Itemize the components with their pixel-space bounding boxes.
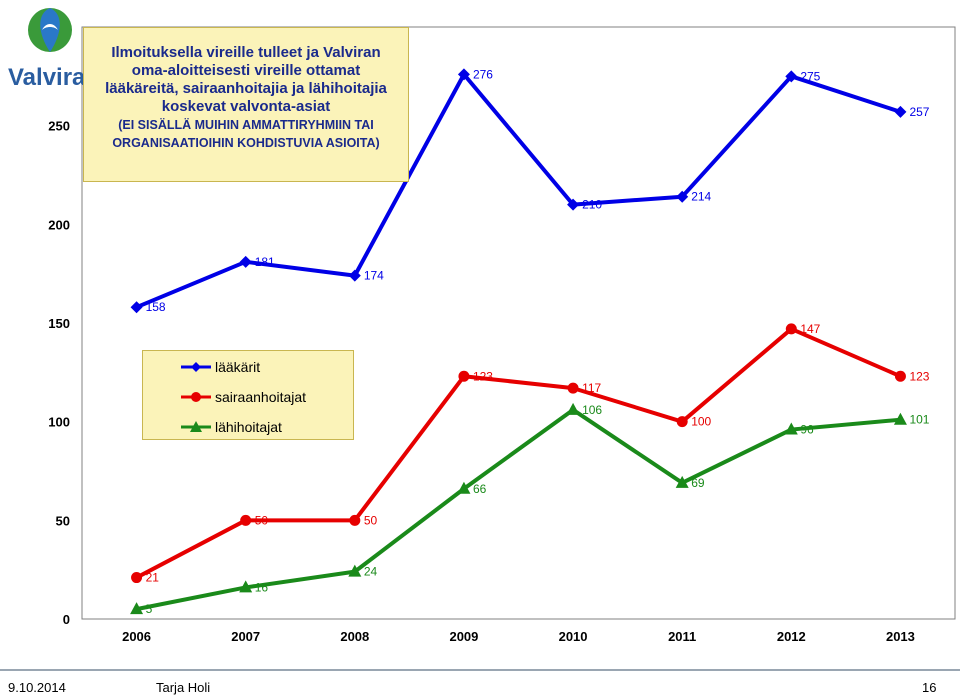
y-tick-label: 100 <box>48 415 70 430</box>
chart-title-box: Ilmoituksella vireille tulleet ja Valvir… <box>83 27 409 182</box>
legend-triangle-icon <box>181 421 211 432</box>
y-tick-label: 0 <box>63 612 70 627</box>
plot-area-frame <box>81 26 956 620</box>
valvira-logo-icon <box>28 8 72 52</box>
data-label: 50 <box>255 513 269 527</box>
legend-label: lääkärit <box>215 359 261 375</box>
y-tick-label: 50 <box>56 513 70 528</box>
series-point <box>239 255 252 268</box>
footer-page-number: 16 <box>922 680 937 695</box>
footer-author: Tarja Holi <box>156 680 211 695</box>
footer-date: 9.10.2014 <box>8 680 66 695</box>
series-point <box>785 70 798 83</box>
series-line <box>135 72 902 310</box>
data-label: 147 <box>800 322 820 336</box>
legend-label: lähihoitajat <box>215 419 282 435</box>
y-tick-label: 250 <box>48 119 70 134</box>
series-point <box>458 370 470 382</box>
x-tick-label: 2013 <box>886 629 915 644</box>
slide-footer: 9.10.2014 Tarja Holi 16 <box>0 669 960 696</box>
x-tick-label: 2010 <box>559 629 588 644</box>
series-point <box>457 481 471 494</box>
x-tick-label: 2009 <box>449 629 478 644</box>
data-label: 275 <box>800 69 820 83</box>
data-label: 210 <box>582 198 602 212</box>
series-point <box>676 416 688 428</box>
chart-title-line: oma-aloitteisesti vireille ottamat <box>131 62 361 79</box>
x-tick-label: 2008 <box>340 629 369 644</box>
data-label: 96 <box>800 423 814 437</box>
series-point <box>894 105 907 118</box>
series-point <box>131 572 143 584</box>
series-point <box>784 422 798 435</box>
data-label: 66 <box>473 482 487 496</box>
series-point <box>566 402 580 415</box>
y-tick-label: 200 <box>48 217 70 232</box>
data-label: 174 <box>364 269 384 283</box>
series-point <box>567 198 580 211</box>
data-label: 106 <box>582 403 602 417</box>
series-point <box>348 564 362 577</box>
x-tick-label: 2006 <box>122 629 151 644</box>
data-label: 69 <box>691 476 705 490</box>
series-point <box>676 190 689 203</box>
data-label: 101 <box>909 413 929 427</box>
data-label: 181 <box>255 255 275 269</box>
data-label: 50 <box>364 513 378 527</box>
chart-series <box>130 68 907 615</box>
series-point <box>348 269 361 282</box>
series-point <box>457 68 470 81</box>
legend-item-laakarit: lääkärit <box>143 357 353 377</box>
series-point <box>239 580 253 593</box>
data-label: 16 <box>255 580 269 594</box>
chart-legend: lääkärit sairaanhoitajat lähihoitajat <box>142 350 354 440</box>
legend-item-sairaanhoitajat: sairaanhoitajat <box>143 387 353 407</box>
series-point <box>130 602 144 615</box>
chart-data-labels: 158 181 174 276 210 214 275 257 21 50 50 123 117 100 1… <box>146 67 930 616</box>
data-label: 276 <box>473 67 493 81</box>
data-label: 100 <box>691 415 711 429</box>
series-point <box>349 514 361 526</box>
series-point <box>130 301 143 314</box>
series-point <box>567 382 579 394</box>
data-label: 257 <box>909 105 929 119</box>
logo-text: Valvira <box>8 64 86 91</box>
series-line <box>136 407 901 612</box>
series-point <box>675 475 689 488</box>
series-point <box>785 323 797 335</box>
chart-title-line: lääkäreitä, sairaanhoitajia ja lähihoita… <box>105 80 387 97</box>
legend-diamond-icon <box>181 362 211 372</box>
data-label: 214 <box>691 190 711 204</box>
legend-label: sairaanhoitajat <box>215 389 307 405</box>
data-label: 21 <box>146 571 160 585</box>
x-tick-label: 2007 <box>231 629 260 644</box>
series-line <box>135 326 902 580</box>
chart-title-line: Ilmoituksella vireille tulleet ja Valvir… <box>111 44 381 61</box>
series-point <box>893 412 907 425</box>
y-tick-label: 150 <box>48 316 70 331</box>
valvira-logo: Valvira <box>8 0 88 96</box>
data-label: 123 <box>473 369 493 383</box>
legend-item-lahihoitajat: lähihoitajat <box>143 417 353 437</box>
series-point <box>240 514 252 526</box>
chart-title-line: koskevat valvonta-asiat <box>161 98 331 115</box>
data-label: 24 <box>364 565 378 579</box>
chart-subtitle-line: (EI SISÄLLÄ MUIHIN AMMATTIRYHMIIN TAI <box>118 118 374 132</box>
x-tick-label: 2011 <box>668 629 696 644</box>
data-label: 123 <box>909 369 929 383</box>
x-tick-label: 2012 <box>777 629 806 644</box>
data-label: 158 <box>146 300 166 314</box>
data-label: 5 <box>146 602 153 616</box>
legend-circle-icon <box>181 392 211 402</box>
data-label: 117 <box>582 381 601 395</box>
series-point <box>894 370 906 382</box>
chart-subtitle-line: ORGANISAATIOIHIN KOHDISTUVIA ASIOITA) <box>112 136 380 150</box>
